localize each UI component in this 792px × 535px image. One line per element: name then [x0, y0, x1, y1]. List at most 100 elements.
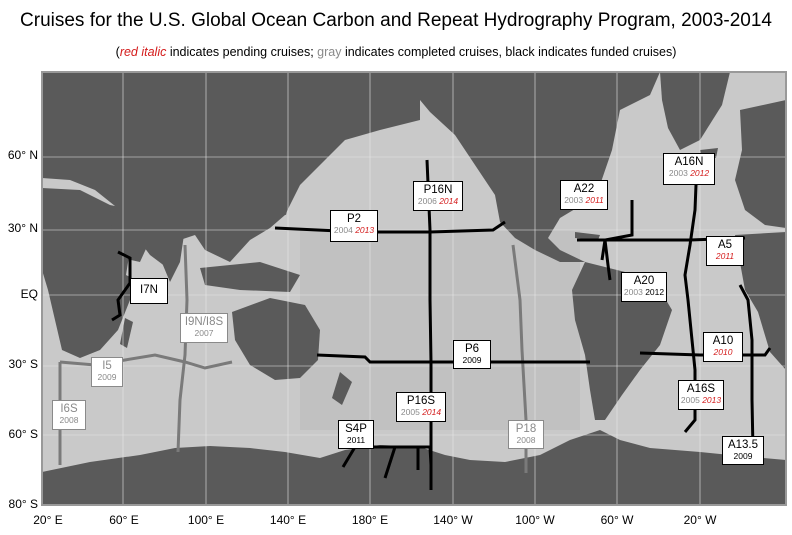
land-australia — [232, 298, 320, 380]
cruise-year: 2003 — [668, 168, 688, 179]
lon-label-140w: 140° W — [433, 513, 473, 527]
cruise-name: P16N — [423, 184, 453, 196]
cruise-years: 2009 — [92, 373, 122, 382]
cruise-year: 2009 — [97, 372, 117, 383]
lat-label-60s: 60° S — [8, 427, 38, 441]
lat-label-30s: 30° S — [8, 357, 38, 371]
cruise-year: 2011 — [585, 195, 604, 206]
cruise-years: 2007 — [181, 329, 227, 338]
cruise-year: 2003 — [623, 287, 643, 298]
land-europe-west — [735, 100, 786, 228]
subtitle-mid-1: indicates pending cruises; — [166, 45, 318, 59]
lon-label-100w: 100° W — [515, 513, 555, 527]
cruise-year: 2014 — [422, 407, 442, 418]
lon-label-140e: 140° E — [269, 513, 307, 527]
land-caribbean — [575, 232, 600, 240]
track-i7n — [111, 250, 132, 322]
cruise-label-a20: A20 2003 2012 — [621, 272, 667, 302]
land-new-zealand — [332, 372, 352, 405]
land-africa-west — [735, 232, 786, 370]
cruise-label-a22: A22 2003 2011 — [560, 180, 608, 210]
cruise-years: 2009 — [454, 356, 490, 365]
cruise-years: 2004 2013 — [331, 226, 377, 235]
lon-label-20w: 20° W — [683, 513, 717, 527]
landmasses — [42, 72, 786, 505]
cruise-year: 2011 — [715, 251, 735, 262]
cruise-year: 2008 — [516, 435, 536, 446]
cruise-year: 2011 — [346, 435, 366, 446]
land-arabia — [110, 205, 150, 262]
track-i9n-i8s — [176, 244, 189, 453]
lon-label-60w: 60° W — [600, 513, 634, 527]
lon-label-100e: 100° E — [187, 513, 225, 527]
cruise-year: 2009 — [462, 355, 482, 366]
cruise-year: 2005 — [400, 407, 420, 418]
cruise-years: 2006 2014 — [414, 197, 462, 206]
lat-label-80s: 80° S — [8, 497, 38, 511]
cruise-year: 2009 — [733, 451, 753, 462]
lat-label-eq: EQ — [20, 287, 38, 301]
cruise-years: 2003 2012 — [664, 169, 714, 178]
cruise-years: 2008 — [509, 436, 543, 445]
cruise-label-a16n: A16N 2003 2012 — [663, 153, 715, 185]
cruise-years: 2011 — [339, 436, 373, 445]
cruise-name: P16S — [406, 395, 436, 407]
cruise-label-i9n-i8s: I9N/I8S 2007 — [180, 313, 228, 343]
land-greenland — [660, 72, 730, 150]
track-a22 — [600, 200, 634, 261]
track-s4p — [341, 445, 433, 468]
cruise-label-a10: A10 2010 — [703, 332, 743, 362]
cruise-label-p6: P6 2009 — [453, 340, 491, 369]
lon-label-180e: 180° E — [351, 513, 389, 527]
lat-label-60n: 60° N — [7, 148, 38, 162]
cruise-name: A16S — [686, 383, 716, 395]
map-title: Cruises for the U.S. Global Ocean Carbon… — [20, 10, 772, 31]
cruise-year: 2004 — [333, 225, 353, 236]
cruise-label-i5: I5 2009 — [91, 357, 123, 387]
cruise-years: 2010 — [704, 348, 742, 357]
cruise-name: P18 — [515, 423, 537, 435]
cruise-name: I6S — [60, 403, 78, 415]
cruise-name: S4P — [345, 423, 367, 435]
cruise-label-a13-5: A13.5 2009 — [722, 436, 764, 465]
cruise-years: 2003 2011 — [561, 196, 607, 205]
cruise-name: I9N/I8S — [184, 316, 224, 328]
cruise-name: A16N — [674, 156, 704, 168]
subtitle-red-part: red italic — [119, 45, 167, 59]
cruise-name: I5 — [102, 360, 112, 372]
cruise-year: 2013 — [702, 395, 722, 406]
land-north-america — [420, 72, 660, 262]
cruise-name: P6 — [464, 343, 480, 355]
cruise-years: 2003 2012 — [622, 288, 666, 297]
cruise-name: P2 — [346, 213, 362, 225]
cruise-year: 2012 — [645, 287, 665, 298]
lon-label-20e: 20° E — [33, 513, 63, 527]
cruise-year: 2014 — [439, 196, 459, 207]
cruise-years: 2008 — [53, 416, 85, 425]
cruise-label-a16s: A16S 2005 2013 — [678, 380, 724, 410]
cruise-name: I7N — [140, 284, 158, 296]
cruise-years: 2011 — [707, 252, 743, 261]
cruise-years: 2005 2013 — [679, 396, 723, 405]
cruise-label-p16s: P16S 2005 2014 — [396, 392, 446, 422]
subtitle-gray-part: gray — [317, 45, 342, 59]
cruise-label-i7n: I7N — [130, 278, 168, 304]
track-s4p-leg2 — [383, 446, 397, 479]
cruise-years: 2005 2014 — [397, 408, 445, 417]
cruise-year: 2012 — [690, 168, 710, 179]
cruise-name: A10 — [712, 335, 734, 347]
cruise-year: 2006 — [417, 196, 437, 207]
cruise-label-i6s: I6S 2008 — [52, 400, 86, 430]
map-frame — [41, 71, 787, 506]
cruise-year: 2008 — [59, 415, 79, 426]
cruise-label-p2: P2 2004 2013 — [330, 210, 378, 242]
subtitle-mid-2: indicates completed cruises, black indic… — [341, 45, 677, 59]
lat-label-30n: 30° N — [7, 221, 38, 235]
cruise-year: 2005 — [680, 395, 700, 406]
cruise-year: 2013 — [355, 225, 375, 236]
cruise-name: A20 — [633, 275, 655, 287]
cruise-year: 2007 — [194, 328, 214, 339]
land-antarctica — [42, 430, 786, 505]
track-a20 — [603, 239, 612, 281]
